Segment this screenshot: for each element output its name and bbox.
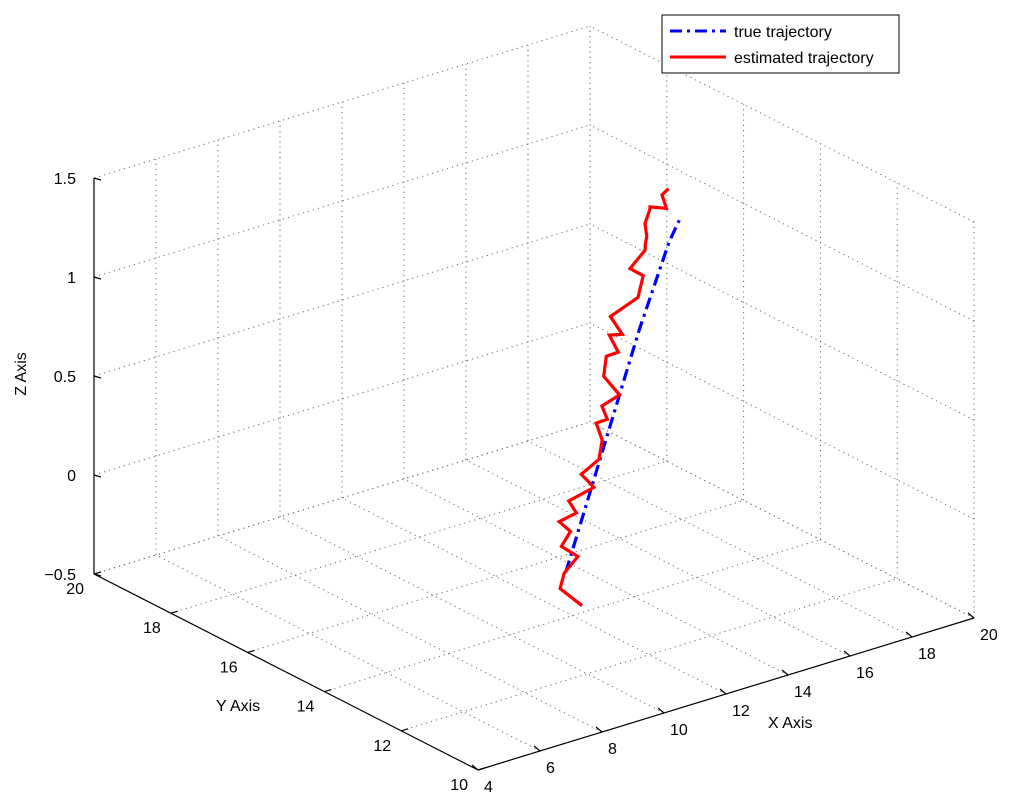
grid-floor-y (247, 499, 744, 653)
x-tick-label: 16 (856, 665, 874, 682)
grid-floor-x (527, 440, 913, 638)
x-tick-label: 4 (484, 779, 493, 796)
grid-floor-x (465, 459, 851, 657)
legend-label-true-trajectory: true trajectory (734, 24, 832, 41)
grid-floor-y (324, 539, 821, 693)
grid-back-z (93, 322, 591, 476)
x-tick-label: 18 (918, 646, 936, 663)
z-tick-mark (93, 375, 102, 379)
x-tick-mark (533, 745, 541, 752)
series-line-estimated-trajectory (556, 187, 670, 607)
y-tick-label: 18 (143, 620, 161, 637)
y-tick-label: 10 (450, 777, 468, 794)
legend: true trajectory estimated trajectory (661, 14, 900, 74)
x-tick-mark (905, 631, 913, 638)
x-tick-mark (719, 688, 727, 695)
grid-back-z (93, 25, 591, 179)
z-tick-label: 0.5 (54, 369, 76, 386)
grid-floor-x (341, 497, 727, 695)
z-tick-label: 1.5 (54, 171, 76, 188)
x-tick-label: 10 (670, 722, 688, 739)
y-tick-label: 14 (297, 699, 315, 716)
grid-back-z (93, 223, 591, 377)
x-tick-label: 14 (794, 684, 812, 701)
z-tick-label: 1 (67, 270, 76, 287)
grid-lines (93, 25, 975, 771)
x-tick-mark (843, 650, 851, 657)
z-tick-mark (93, 573, 102, 577)
grid-floor-y (170, 460, 667, 614)
y-tick-mark (247, 649, 255, 653)
y-axis-label: Y Axis (216, 698, 260, 715)
grid-back-z (93, 124, 591, 278)
grid-floor-x (155, 554, 541, 752)
grid-floor-x (217, 535, 603, 733)
z-tick-mark (93, 177, 102, 181)
x-tick-mark (967, 612, 975, 619)
z-tick-mark (93, 276, 102, 280)
y-tick-label: 12 (373, 738, 391, 755)
legend-label-estimated-trajectory: estimated trajectory (734, 50, 874, 67)
data-series (556, 187, 682, 607)
x-tick-label: 6 (546, 760, 555, 777)
y-tick-mark (401, 728, 409, 732)
x-tick-label: 12 (732, 703, 750, 720)
grid-floor-x (279, 516, 665, 714)
z-axis-label: Z Axis (13, 352, 30, 396)
y-tick-label: 20 (66, 581, 84, 598)
y-tick-mark (170, 610, 178, 614)
x-tick-mark (781, 669, 789, 676)
grid-side-z (589, 322, 975, 520)
grid-side-z (589, 25, 975, 223)
y-tick-label: 16 (220, 659, 238, 676)
grid-back-z (93, 421, 591, 575)
grid-side-z (589, 421, 975, 619)
z-tick-label: 0 (67, 468, 76, 485)
z-tick-label: −0.5 (44, 567, 76, 584)
grid-side-z (589, 124, 975, 322)
y-tick-mark (324, 689, 332, 693)
x-tick-mark (657, 707, 665, 714)
axes (93, 177, 975, 771)
x-tick-label: 20 (980, 627, 998, 644)
legend-box (661, 14, 900, 74)
z-tick-mark (93, 474, 102, 478)
y-tick-mark (477, 767, 486, 771)
y-tick-mark (93, 571, 102, 575)
grid-side-z (589, 223, 975, 421)
y-axis-line (93, 573, 479, 771)
x-tick-mark (595, 726, 603, 733)
x-tick-label: 8 (608, 741, 617, 758)
x-axis-label: X Axis (768, 715, 812, 732)
series-line-true-trajectory (564, 218, 682, 573)
grid-floor-x (403, 478, 789, 676)
grid-floor-y (401, 578, 898, 732)
x-tick-mark (471, 764, 479, 771)
